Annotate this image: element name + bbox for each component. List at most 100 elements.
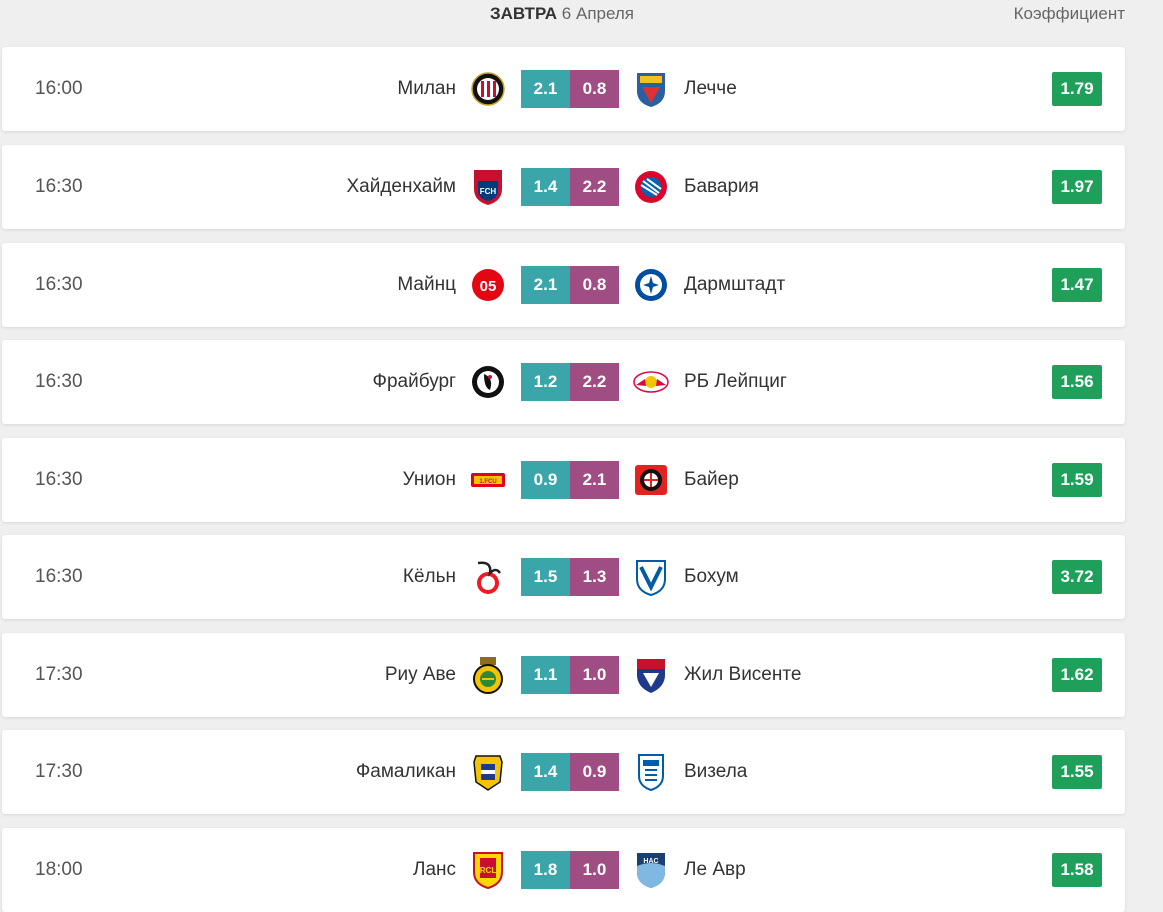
away-score: 1.0 [570,851,619,889]
home-score: 1.5 [521,558,570,596]
svg-text:05: 05 [480,278,497,295]
odds-badge[interactable]: 1.79 [1052,72,1102,106]
match-row[interactable]: 16:30 Унион 1.FCU 0.9 2.1 Байер 1.59 [2,438,1125,522]
away-score: 2.1 [570,461,619,499]
away-team-name: Визела [684,761,748,782]
leverkusen-crest-icon [633,460,669,500]
le-havre-crest-icon: HAC [633,850,669,890]
away-score: 0.8 [570,266,619,304]
freiburg-crest-icon [470,362,506,402]
match-time: 16:30 [35,371,83,392]
predicted-score: 1.4 0.9 [521,753,619,791]
lens-crest-icon: RCL [470,850,506,890]
home-team-name: Ланс [412,859,456,880]
predicted-score: 0.9 2.1 [521,461,619,499]
mainz-crest-icon: 05 [470,265,506,305]
home-score: 1.4 [521,753,570,791]
match-row[interactable]: 17:30 Фамаликан 1.4 0.9 Визела 1.55 [2,730,1125,814]
lecce-crest-icon [633,69,669,109]
home-team-name: Майнц [397,274,456,295]
match-time: 16:30 [35,274,83,295]
svg-text:RCL: RCL [480,866,497,875]
away-team-name: Ле Авр [684,859,746,880]
away-team-name: Дармштадт [684,274,786,295]
away-score: 1.0 [570,656,619,694]
ac-milan-crest-icon [470,69,506,109]
date-heading: ЗАВТРА 6 Апреля [490,4,634,24]
predicted-score: 1.2 2.2 [521,363,619,401]
match-time: 16:30 [35,566,83,587]
heidenheim-crest-icon: FCH [470,167,506,207]
odds-badge[interactable]: 1.55 [1052,755,1102,789]
match-time: 16:30 [35,469,83,490]
odds-badge[interactable]: 1.59 [1052,463,1102,497]
home-team-name: Риу Аве [384,664,456,685]
home-team-name: Милан [397,78,456,99]
away-score: 0.9 [570,753,619,791]
away-team-name: РБ Лейпциг [684,371,787,392]
bochum-crest-icon [633,557,669,597]
match-row[interactable]: 16:30 Кёльн 1.5 1.3 Бохум 3.72 [2,535,1125,619]
match-row[interactable]: 16:30 Майнц 05 2.1 0.8 Дармштадт 1.47 [2,243,1125,327]
predicted-score: 2.1 0.8 [521,70,619,108]
predicted-score: 1.4 2.2 [521,168,619,206]
odds-badge[interactable]: 1.62 [1052,658,1102,692]
home-score: 2.1 [521,266,570,304]
union-berlin-crest-icon: 1.FCU [470,460,506,500]
away-score: 2.2 [570,363,619,401]
rio-ave-crest-icon [470,655,506,695]
koln-crest-icon [470,557,506,597]
away-score: 0.8 [570,70,619,108]
svg-text:HAC: HAC [643,858,658,865]
vizela-crest-icon [633,752,669,792]
home-score: 0.9 [521,461,570,499]
predicted-score: 2.1 0.8 [521,266,619,304]
day-label: ЗАВТРА [490,4,558,23]
home-team-name: Фрайбург [372,371,456,392]
match-row[interactable]: 16:30 Фрайбург 1.2 2.2 РБ Лейпциг 1.56 [2,340,1125,424]
match-time: 16:00 [35,78,83,99]
odds-badge[interactable]: 3.72 [1052,560,1102,594]
predicted-score: 1.5 1.3 [521,558,619,596]
match-time: 18:00 [35,859,83,880]
away-team-name: Бавария [684,176,759,197]
odds-badge[interactable]: 1.56 [1052,365,1102,399]
match-time: 17:30 [35,664,83,685]
svg-text:FCH: FCH [480,187,497,196]
match-row[interactable]: 18:00 Ланс RCL 1.8 1.0 HAC Ле Авр 1.58 [2,828,1125,912]
match-time: 16:30 [35,176,83,197]
bayern-crest-icon [633,167,669,207]
home-team-name: Хайденхайм [346,176,456,197]
odds-badge[interactable]: 1.47 [1052,268,1102,302]
away-score: 1.3 [570,558,619,596]
famalicao-crest-icon [470,752,506,792]
away-team-name: Бохум [684,566,739,587]
match-time: 17:30 [35,761,83,782]
home-score: 1.2 [521,363,570,401]
darmstadt-crest-icon [633,265,669,305]
predicted-score: 1.1 1.0 [521,656,619,694]
match-row[interactable]: 16:00 Милан 2.1 0.8 Лечче 1.79 [2,47,1125,131]
odds-column-heading: Коэффициент [1013,4,1125,23]
away-team-name: Байер [684,469,739,490]
rb-leipzig-crest-icon [633,362,669,402]
predicted-score: 1.8 1.0 [521,851,619,889]
match-row[interactable]: 16:30 Хайденхайм FCH 1.4 2.2 Бавария 1.97 [2,145,1125,229]
home-score: 1.8 [521,851,570,889]
away-score: 2.2 [570,168,619,206]
home-team-name: Унион [402,469,456,490]
svg-text:1.FCU: 1.FCU [479,479,496,485]
odds-badge[interactable]: 1.58 [1052,853,1102,887]
away-team-name: Жил Висенте [684,664,802,685]
home-team-name: Фамаликан [355,761,456,782]
date-label: 6 Апреля [561,4,634,23]
odds-badge[interactable]: 1.97 [1052,170,1102,204]
away-team-name: Лечче [684,78,737,99]
list-header: ЗАВТРА 6 Апреля Коэффициент [0,0,1163,30]
home-score: 2.1 [521,70,570,108]
home-score: 1.4 [521,168,570,206]
match-row[interactable]: 17:30 Риу Аве 1.1 1.0 Жил Висенте 1.62 [2,633,1125,717]
home-team-name: Кёльн [402,566,456,587]
home-score: 1.1 [521,656,570,694]
gil-vicente-crest-icon [633,655,669,695]
